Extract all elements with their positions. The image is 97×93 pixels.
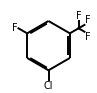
Text: Cl: Cl <box>44 81 53 91</box>
Text: F: F <box>85 15 90 25</box>
Text: F: F <box>76 11 81 21</box>
Text: F: F <box>12 23 18 33</box>
Text: F: F <box>85 32 90 42</box>
